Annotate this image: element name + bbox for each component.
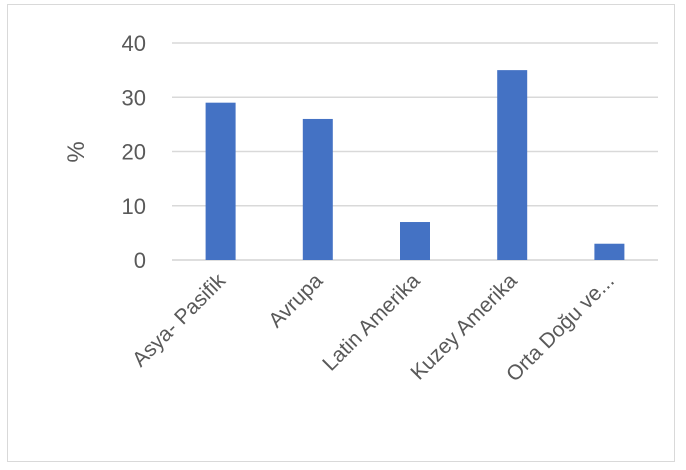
- chart-frame: [7, 4, 675, 462]
- y-tick-label: 20: [122, 140, 146, 165]
- y-tick-labels: 0 10 20 30 40: [122, 31, 146, 273]
- x-tick-label: Latin Amerika: [318, 269, 424, 375]
- bar: [400, 222, 430, 260]
- y-axis-label: %: [63, 141, 90, 162]
- bar: [205, 102, 236, 260]
- y-tick-label: 10: [122, 194, 146, 219]
- y-tick-label: 40: [122, 31, 146, 56]
- bar: [302, 118, 333, 260]
- y-tick-label: 0: [134, 248, 146, 273]
- bar: [497, 70, 528, 260]
- bars: [205, 70, 625, 260]
- bar: [594, 243, 625, 260]
- x-tick-label: Avrupa: [264, 269, 327, 332]
- x-tick-label: Asya- Pasifik: [128, 269, 230, 371]
- y-tick-label: 30: [122, 85, 146, 110]
